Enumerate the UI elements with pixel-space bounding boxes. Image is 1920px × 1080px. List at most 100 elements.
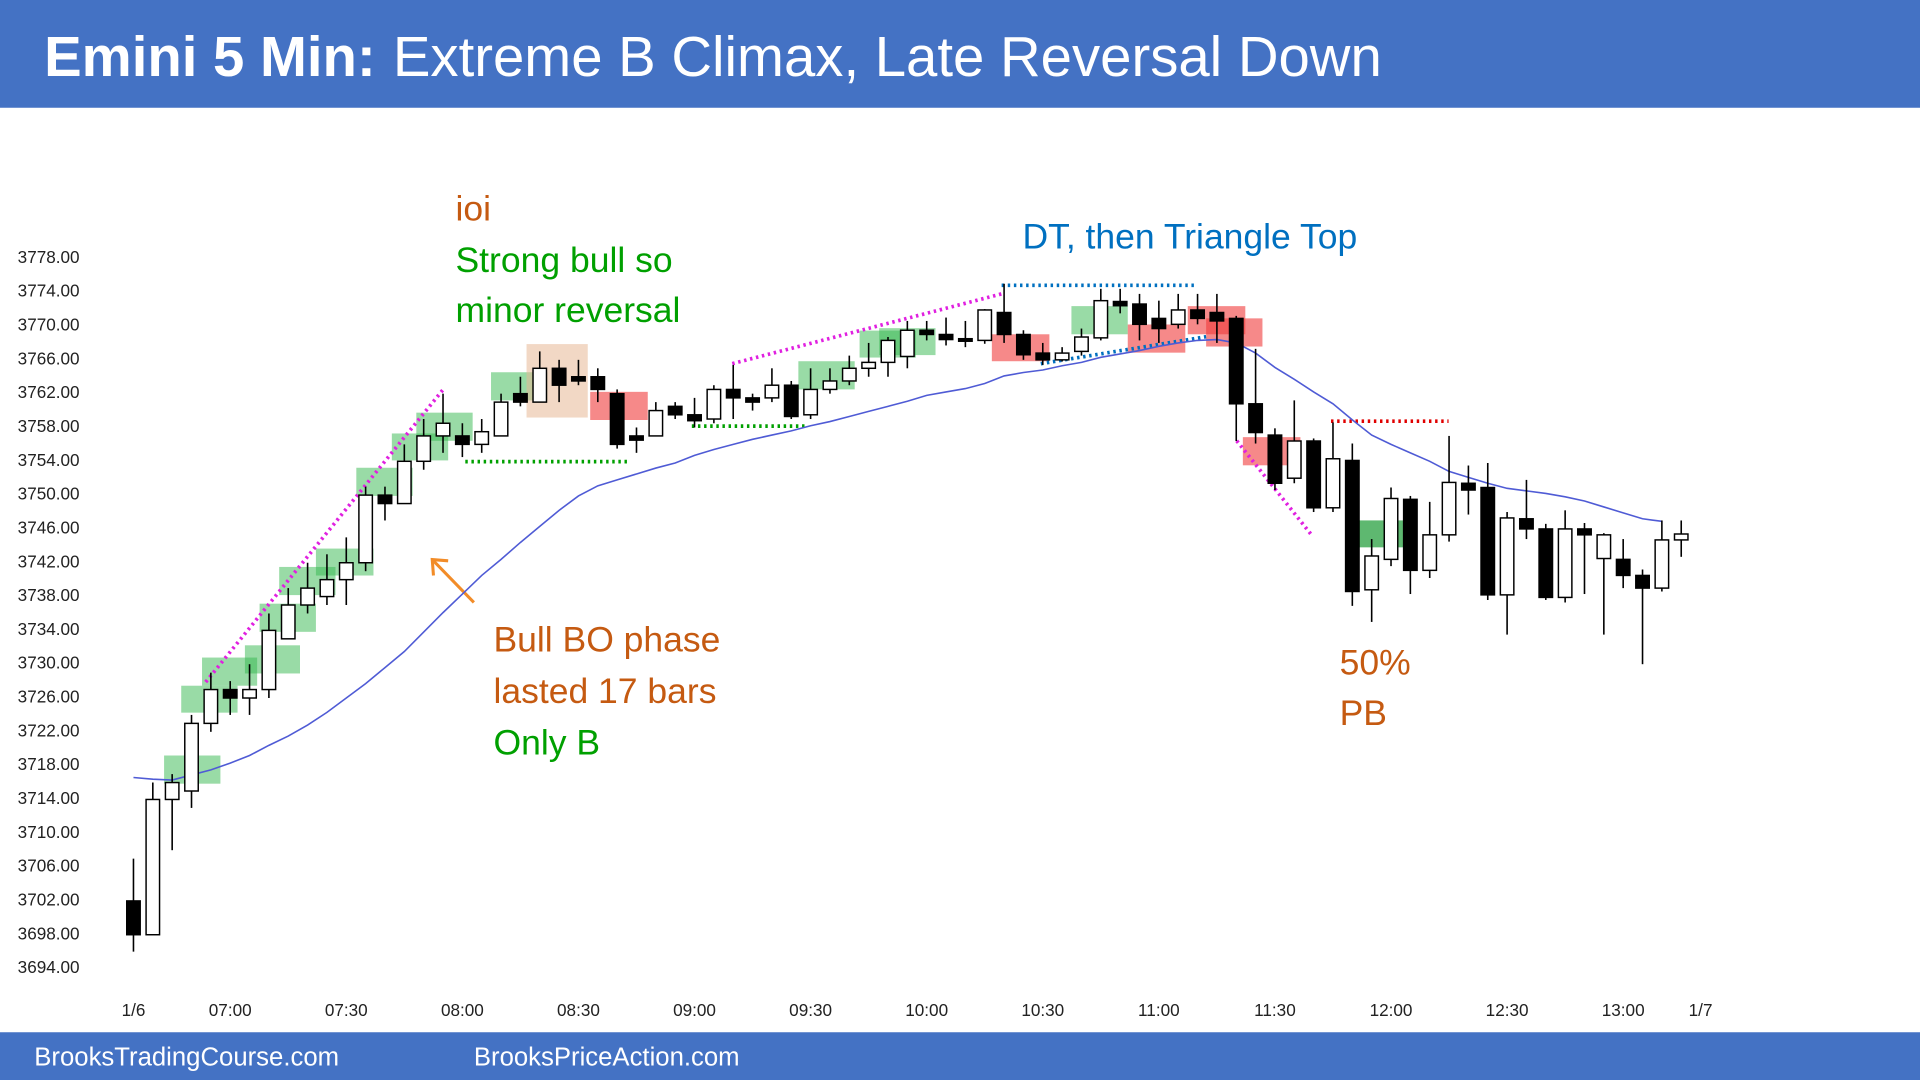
candle-body bbox=[242, 688, 258, 699]
candle-body bbox=[1538, 528, 1554, 599]
x-tick-label: 1/6 bbox=[122, 1000, 146, 1020]
x-tick-label: 09:30 bbox=[789, 1000, 832, 1020]
candle-body bbox=[745, 397, 761, 403]
y-tick-label: 3698.00 bbox=[18, 923, 80, 943]
annotation: Strong bull so bbox=[456, 240, 673, 280]
y-tick-label: 3714.00 bbox=[18, 788, 80, 808]
title-prefix: Emini 5 Min: bbox=[44, 25, 376, 88]
x-tick-label: 1/7 bbox=[1689, 1000, 1713, 1020]
y-tick-label: 3770.00 bbox=[18, 315, 80, 335]
arrow-head bbox=[430, 557, 449, 576]
candle-body bbox=[1248, 403, 1264, 434]
footer-link: BrooksPriceAction.com bbox=[474, 1043, 740, 1071]
candle-body bbox=[1074, 336, 1089, 353]
candle-body bbox=[629, 435, 644, 441]
candle-body bbox=[648, 409, 664, 437]
candle-body bbox=[377, 494, 393, 505]
candle-body bbox=[938, 333, 954, 341]
candle-body bbox=[590, 376, 606, 391]
candle-body bbox=[1170, 309, 1186, 326]
y-tick-label: 3694.00 bbox=[18, 957, 80, 977]
x-tick-label: 11:00 bbox=[1138, 1000, 1180, 1020]
candle-body bbox=[551, 367, 567, 386]
arrow bbox=[430, 557, 475, 604]
x-tick-label: 13:00 bbox=[1602, 1000, 1645, 1020]
y-tick-label: 3758.00 bbox=[18, 416, 80, 436]
candle-body bbox=[280, 604, 296, 640]
y-tick-label: 3750.00 bbox=[18, 484, 80, 504]
candle-body bbox=[1577, 528, 1592, 536]
candle-body bbox=[1267, 434, 1283, 485]
y-tick-label: 3718.00 bbox=[18, 754, 80, 774]
x-tick-label: 09:00 bbox=[673, 1000, 716, 1020]
candle-body bbox=[1151, 317, 1167, 330]
candle-body bbox=[570, 376, 586, 382]
candle-body bbox=[474, 430, 490, 446]
candle-body bbox=[338, 562, 354, 581]
candle-body bbox=[1480, 486, 1496, 596]
footer-bar bbox=[0, 1032, 1920, 1080]
y-tick-label: 3702.00 bbox=[18, 889, 80, 909]
annotation: Bull BO phase bbox=[493, 619, 720, 659]
candle-body bbox=[184, 722, 199, 792]
candle-body bbox=[396, 460, 412, 505]
candle-body bbox=[1654, 539, 1670, 589]
candle-body bbox=[996, 311, 1012, 336]
y-tick-label: 3742.00 bbox=[18, 551, 80, 571]
candle-body bbox=[1209, 311, 1225, 322]
candle-body bbox=[957, 337, 973, 342]
y-tick-label: 3730.00 bbox=[18, 653, 80, 673]
y-tick-label: 3754.00 bbox=[18, 450, 80, 470]
candle-body bbox=[435, 422, 451, 437]
candle-body bbox=[416, 435, 432, 463]
candle-body bbox=[222, 688, 238, 699]
x-tick-label: 07:00 bbox=[209, 1000, 252, 1020]
candle-body bbox=[880, 339, 896, 364]
y-tick-label: 3706.00 bbox=[18, 856, 80, 876]
x-tick-label: 10:30 bbox=[1021, 1000, 1064, 1020]
candle-body bbox=[1383, 497, 1399, 561]
candle-body bbox=[1518, 518, 1534, 530]
candle-body bbox=[1460, 482, 1476, 491]
candle-body bbox=[1093, 299, 1109, 339]
candle-body bbox=[126, 900, 141, 936]
y-tick-label: 3766.00 bbox=[18, 348, 80, 368]
x-tick-label: 10:00 bbox=[905, 1000, 948, 1020]
candle-body bbox=[319, 578, 335, 598]
annotation: Only B bbox=[493, 722, 600, 762]
x-tick-label: 12:30 bbox=[1486, 1000, 1529, 1020]
title-text: Extreme B Climax, Late Reversal Down bbox=[393, 25, 1382, 88]
x-tick-label: 11:30 bbox=[1254, 1000, 1296, 1020]
candle-body bbox=[1441, 481, 1457, 536]
candle-body bbox=[164, 781, 180, 801]
candle-body bbox=[1422, 534, 1438, 572]
footer-link: BrooksTradingCourse.com bbox=[34, 1043, 339, 1071]
candle-body bbox=[1132, 303, 1147, 326]
y-tick-label: 3710.00 bbox=[18, 822, 80, 842]
y-tick-label: 3734.00 bbox=[18, 619, 80, 639]
candle-body bbox=[1673, 533, 1689, 541]
candle-body bbox=[493, 401, 509, 437]
candle-body bbox=[977, 309, 993, 342]
candle-body bbox=[1344, 459, 1360, 593]
candle-body bbox=[667, 405, 683, 416]
annotation: DT, then Triangle Top bbox=[1022, 217, 1357, 257]
y-tick-label: 3722.00 bbox=[18, 720, 80, 740]
annotation: PB bbox=[1340, 693, 1387, 733]
candle-body bbox=[145, 798, 161, 936]
candle-body bbox=[261, 629, 277, 691]
candle-body bbox=[764, 384, 780, 399]
candle-body bbox=[1402, 498, 1418, 572]
candle-body bbox=[1557, 528, 1573, 599]
trend-line bbox=[204, 388, 445, 684]
arrow-shaft bbox=[432, 559, 475, 604]
candle-body bbox=[454, 435, 470, 446]
candle-body bbox=[300, 587, 316, 606]
candle-body bbox=[609, 392, 625, 446]
candle-body bbox=[822, 380, 838, 391]
candle-body bbox=[1190, 309, 1206, 320]
x-tick-label: 08:00 bbox=[441, 1000, 484, 1020]
candle-body bbox=[358, 494, 374, 564]
